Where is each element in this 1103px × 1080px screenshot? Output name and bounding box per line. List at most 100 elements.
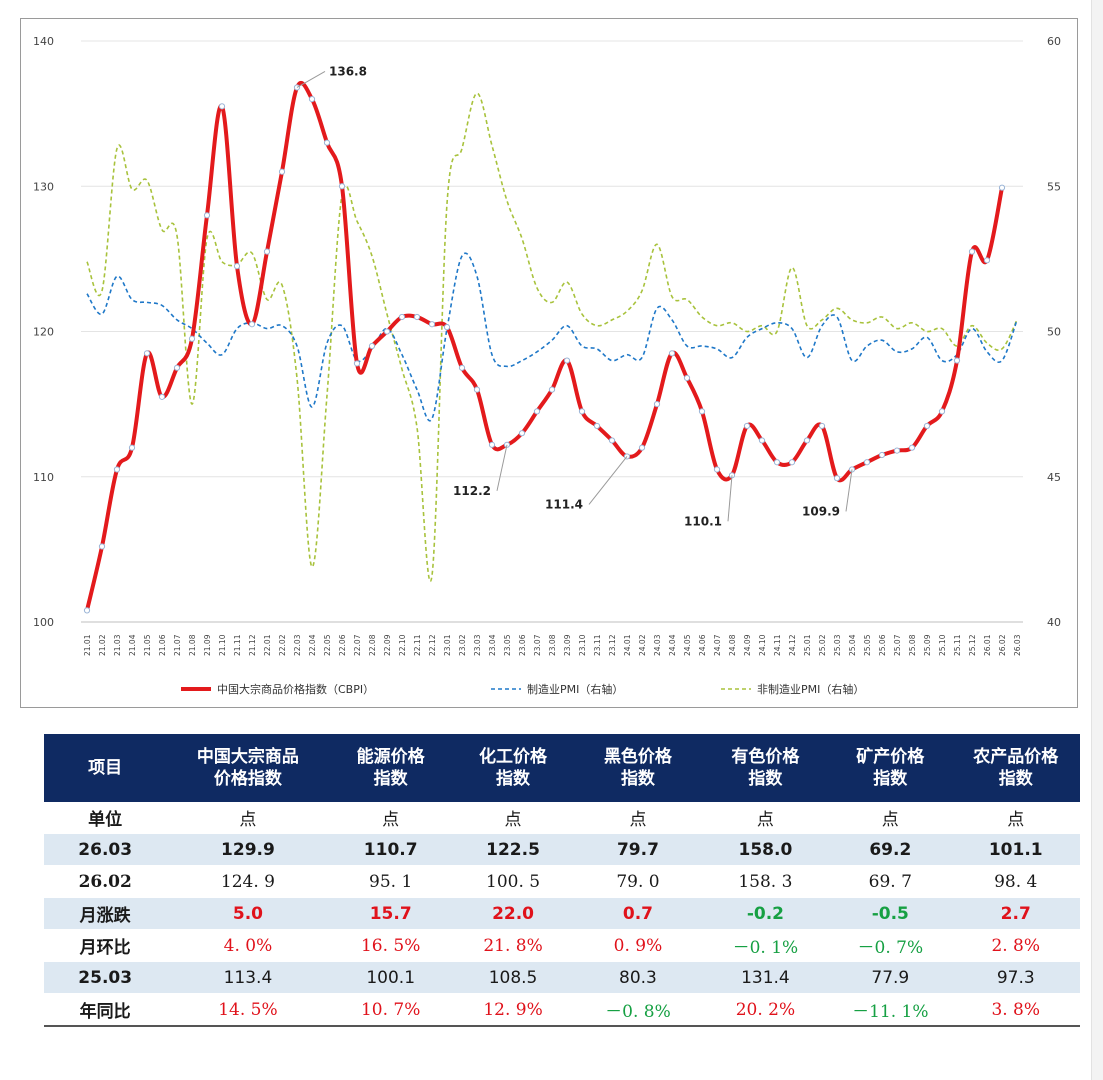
x-tick-label: 21.11	[233, 634, 242, 656]
cbpi-point	[938, 408, 946, 415]
x-tick-label: 24.04	[668, 634, 677, 656]
x-tick-label: 22.01	[263, 634, 272, 656]
x-tick-label: 25.02	[818, 634, 827, 656]
row-label: 单位	[44, 802, 167, 834]
row-label: 月涨跌	[44, 897, 167, 930]
cbpi-point	[368, 342, 376, 350]
table-cell: 113.4	[166, 961, 330, 994]
cbpi-point	[383, 328, 391, 335]
y-left-tick-label: 130	[33, 180, 54, 193]
cbpi-point	[443, 324, 451, 331]
x-tick-label: 26.02	[998, 634, 1007, 656]
x-tick-label: 23.07	[533, 634, 542, 656]
x-tick-label: 23.08	[548, 634, 557, 656]
annotation-label: 111.4	[545, 497, 583, 511]
y-left-tick-label: 110	[33, 471, 54, 484]
table-row: 单位点点点点点点点	[44, 802, 1080, 834]
table-cell: －0. 1%	[701, 929, 830, 962]
row-label: 26.03	[44, 833, 167, 866]
x-tick-label: 22.10	[398, 634, 407, 656]
x-tick-label: 21.07	[173, 634, 182, 656]
y-right-tick-label: 45	[1047, 471, 1061, 484]
x-tick-label: 21.10	[218, 634, 227, 656]
x-tick-label: 25.11	[953, 634, 962, 656]
cbpi-point	[233, 263, 241, 270]
header-ferrous: 黑色价格 指数	[574, 734, 702, 802]
cbpi-point	[353, 360, 361, 367]
header-cbpi: 中国大宗商品 价格指数	[166, 734, 330, 802]
cbpi-point	[458, 364, 466, 371]
legend: 中国大宗商品价格指数（CBPI） 制造业PMI（右轴） 非制造业PMI（右轴）	[181, 682, 864, 696]
x-tick-label: 24.02	[638, 634, 647, 656]
y-left-tick-label: 100	[33, 616, 54, 629]
cbpi-point	[98, 543, 106, 550]
y-right-tick-label: 60	[1047, 35, 1061, 48]
x-tick-label: 25.06	[878, 634, 887, 656]
x-tick-label: 21.04	[128, 634, 137, 656]
x-tick-label: 26.03	[1013, 634, 1022, 656]
cbpi-point	[683, 374, 691, 382]
x-tick-label: 24.05	[683, 634, 692, 656]
x-tick-label: 22.08	[368, 634, 377, 656]
cbpi-point	[488, 441, 496, 448]
table-cell: 110.7	[329, 833, 452, 866]
y-right-tick-label: 55	[1047, 180, 1061, 193]
y-right-tick-label: 50	[1047, 326, 1061, 339]
x-tick-label: 25.09	[923, 634, 932, 656]
table-cell: 14. 5%	[166, 993, 330, 1027]
table-cell: 4. 0%	[166, 929, 330, 962]
cbpi-point	[143, 350, 151, 357]
x-tick-label: 21.08	[188, 634, 197, 656]
x-tick-label: 25.07	[893, 634, 902, 656]
table-cell: 77.9	[829, 961, 952, 994]
chart-panel: 100 110 120 130 140 40 45 50 55 60 21.01 21.02 21.03…	[20, 18, 1078, 708]
x-tick-label: 23.10	[578, 634, 587, 656]
table-row: 25.03 113.4 100.1 108.5 80.3 131.4 77.9 97.3	[44, 961, 1080, 994]
cbpi-point	[788, 459, 796, 466]
vertical-scrollbar[interactable]	[1091, 0, 1103, 1080]
legend-label: 中国大宗商品价格指数（CBPI）	[217, 682, 374, 696]
cbpi-point	[548, 386, 556, 393]
annotation-label: 110.1	[684, 514, 722, 528]
x-tick-label: 21.02	[98, 634, 107, 656]
x-tick-label: 21.12	[248, 634, 257, 656]
table-cell: 100. 5	[451, 865, 575, 898]
table-cell: 点	[166, 802, 330, 834]
cbpi-point	[128, 444, 136, 451]
x-tick-label: 22.09	[383, 634, 392, 656]
table-row: 月涨跌 5.0 15.7 22.0 0.7 -0.2 -0.5 2.7	[44, 897, 1080, 930]
table-cell: 10. 7%	[329, 993, 452, 1027]
table-cell: 点	[329, 802, 452, 834]
table-cell: 69. 7	[829, 865, 952, 898]
x-tick-label: 21.05	[143, 634, 152, 656]
cbpi-point	[248, 321, 256, 328]
cbpi-point	[863, 459, 871, 466]
cbpi-point	[608, 437, 616, 444]
cbpi-point	[308, 96, 316, 103]
header-energy: 能源价格 指数	[329, 734, 452, 802]
table-row: 26.02 124. 9 95. 1 100. 5 79. 0 158. 3 69. 7 98…	[44, 865, 1080, 898]
x-tick-label: 22.11	[413, 634, 422, 656]
table-cell: 16. 5%	[329, 929, 452, 962]
cbpi-point	[428, 321, 436, 328]
x-tick-label: 21.06	[158, 634, 167, 656]
table-cell: 2.7	[951, 897, 1080, 930]
line-chart: 100 110 120 130 140 40 45 50 55 60 21.01 21.02 21.03…	[33, 35, 1061, 696]
x-tick-label: 24.03	[653, 634, 662, 656]
table-cell: 158.0	[701, 833, 830, 866]
cbpi-point	[218, 103, 226, 110]
x-tick-label: 23.05	[503, 634, 512, 656]
table-cell: 5.0	[166, 897, 330, 930]
table-cell: 122.5	[451, 833, 575, 866]
table-cell: 69.2	[829, 833, 952, 866]
x-tick-label: 22.04	[308, 634, 317, 656]
y-left-tick-label: 140	[33, 35, 54, 48]
x-tick-label: 21.09	[203, 634, 212, 656]
cbpi-point	[263, 248, 271, 255]
table-cell: 0. 9%	[574, 929, 702, 962]
annotation-leader	[727, 475, 733, 522]
table-cell: 22.0	[451, 897, 575, 930]
row-label: 年同比	[44, 993, 167, 1027]
table-row: 26.03 129.9 110.7 122.5 79.7 158.0 69.2 101.1	[44, 833, 1080, 866]
x-tick-label: 23.12	[608, 634, 617, 656]
